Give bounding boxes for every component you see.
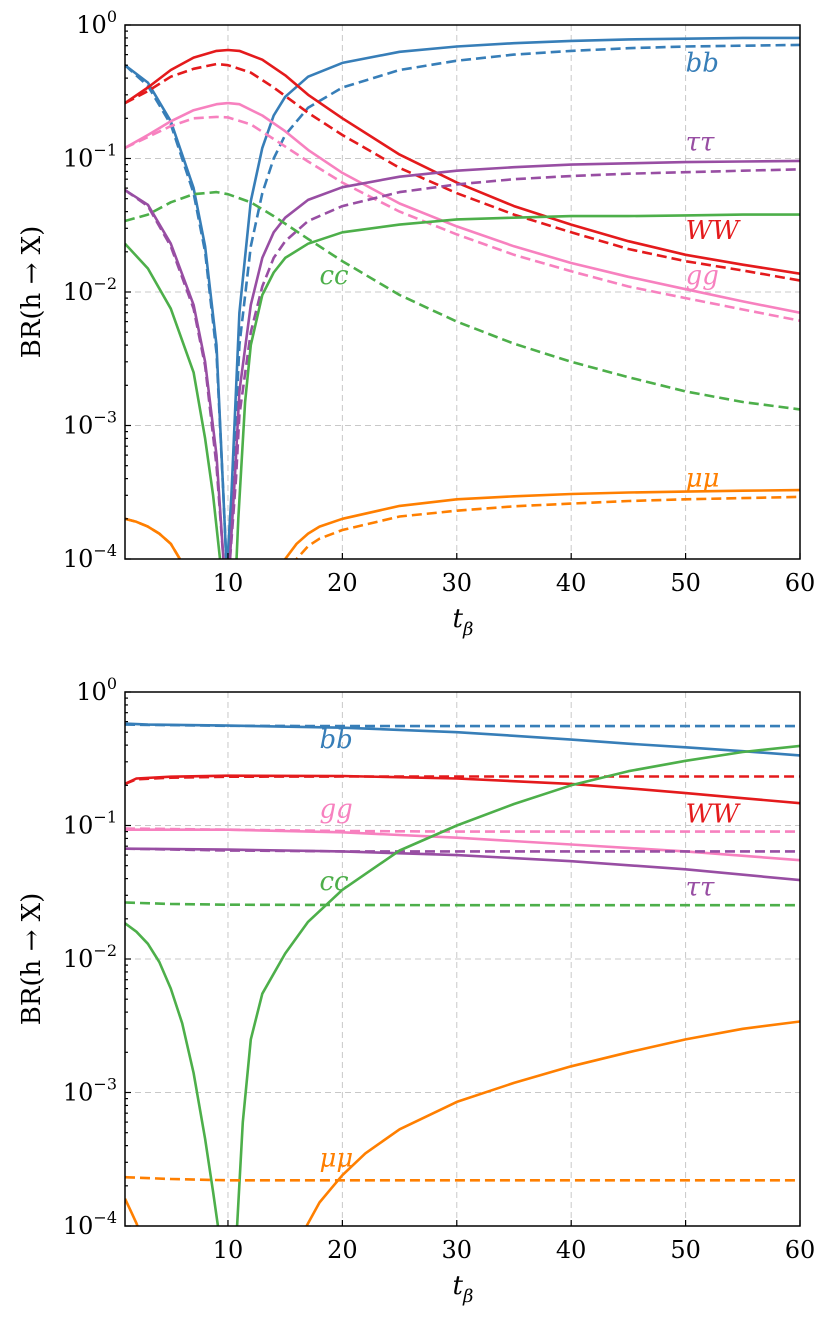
x-tick-label: 20 bbox=[327, 569, 358, 597]
x-axis-label: tβ bbox=[453, 604, 474, 640]
series--dashed-line bbox=[125, 847, 800, 853]
series-bb-solid-line bbox=[125, 36, 800, 559]
curve-label: gg bbox=[686, 261, 719, 291]
series--dashed-line bbox=[125, 1175, 800, 1182]
curve-label: WW bbox=[686, 800, 742, 830]
curves bbox=[125, 36, 800, 559]
series-gg-dashed-line bbox=[125, 115, 800, 322]
x-tick-label: 20 bbox=[327, 1236, 358, 1264]
y-tick-label: 10−2 bbox=[63, 274, 117, 306]
y-tick-label: 10−2 bbox=[63, 941, 117, 973]
curve-label: cc bbox=[319, 867, 349, 897]
curve-label: ττ bbox=[686, 872, 715, 902]
top-panel: bb ττ WW gg cc μμ 10 20 30 40 50 60 100 10−1 10−2 10−3… bbox=[17, 7, 815, 640]
y-axis-label: BR(h → X) bbox=[17, 226, 47, 359]
series-gg-dashed-line bbox=[125, 827, 800, 833]
y-tick-label: 100 bbox=[76, 7, 117, 39]
series-cc-solid-line bbox=[125, 213, 800, 559]
curve-label: bb bbox=[686, 48, 719, 78]
curve-label: bb bbox=[319, 725, 352, 755]
y-tick-label: 10−1 bbox=[63, 808, 117, 840]
y-tick-label: 10−3 bbox=[63, 408, 117, 440]
series-WW-dashed-line bbox=[125, 62, 800, 282]
series-cc-dashed-line bbox=[125, 190, 800, 411]
curve-label: gg bbox=[319, 794, 352, 824]
y-tick-label: 10−3 bbox=[63, 1075, 117, 1107]
y-tick-label: 100 bbox=[76, 674, 117, 706]
series-bb-dashed-line bbox=[125, 43, 800, 559]
bottom-panel: bb gg WW cc ττ μμ 10 20 30 40 50 60 100 10−1 10−2 10−3… bbox=[17, 674, 815, 1307]
y-tick-label: 10−1 bbox=[63, 141, 117, 173]
y-axis-label: BR(h → X) bbox=[17, 893, 47, 1026]
x-tick-label: 30 bbox=[442, 1236, 473, 1264]
curve-labels: bb ττ WW gg cc μμ bbox=[319, 48, 741, 493]
series-gg-solid-line bbox=[125, 101, 800, 314]
curve-labels: bb gg WW cc ττ μμ bbox=[319, 725, 741, 1173]
series--solid-line bbox=[125, 847, 800, 882]
x-tick-label: 60 bbox=[785, 569, 816, 597]
series-WW-dashed-line bbox=[125, 775, 800, 786]
series-cc-solid-line bbox=[125, 744, 800, 1226]
series-WW-solid-line bbox=[125, 48, 800, 275]
y-tick-label: 10−4 bbox=[63, 541, 117, 573]
x-tick-label: 10 bbox=[213, 569, 244, 597]
grid bbox=[125, 692, 800, 1226]
x-tick-label: 10 bbox=[213, 1236, 244, 1264]
x-tick-label: 30 bbox=[442, 569, 473, 597]
y-tick-label: 10−4 bbox=[63, 1208, 117, 1240]
series--dashed-line bbox=[125, 168, 800, 559]
x-tick-label: 60 bbox=[785, 1236, 816, 1264]
x-tick-label: 40 bbox=[556, 1236, 587, 1264]
curves bbox=[125, 722, 800, 1226]
x-tick-label: 50 bbox=[670, 569, 701, 597]
curve-label: cc bbox=[319, 261, 349, 291]
curve-label: ττ bbox=[686, 127, 715, 157]
curve-label: WW bbox=[686, 216, 742, 246]
series-bb-solid-line bbox=[125, 722, 800, 757]
series-bb-dashed-line bbox=[125, 723, 800, 728]
x-tick-label: 50 bbox=[670, 1236, 701, 1264]
series--solid-line bbox=[125, 488, 800, 559]
x-axis-label: tβ bbox=[453, 1271, 474, 1307]
ticks: 10 20 30 40 50 60 100 10−1 10−2 10−3 10−4 bbox=[63, 674, 815, 1264]
series--solid-line bbox=[125, 1020, 800, 1226]
x-tick-label: 40 bbox=[556, 569, 587, 597]
series-cc-dashed-line bbox=[125, 901, 800, 907]
ticks: 10 20 30 40 50 60 100 10−1 10−2 10−3 10−4 bbox=[63, 7, 815, 597]
curve-label: μμ bbox=[686, 463, 720, 493]
series--dashed-line bbox=[125, 495, 800, 559]
curve-label: μμ bbox=[319, 1143, 353, 1173]
